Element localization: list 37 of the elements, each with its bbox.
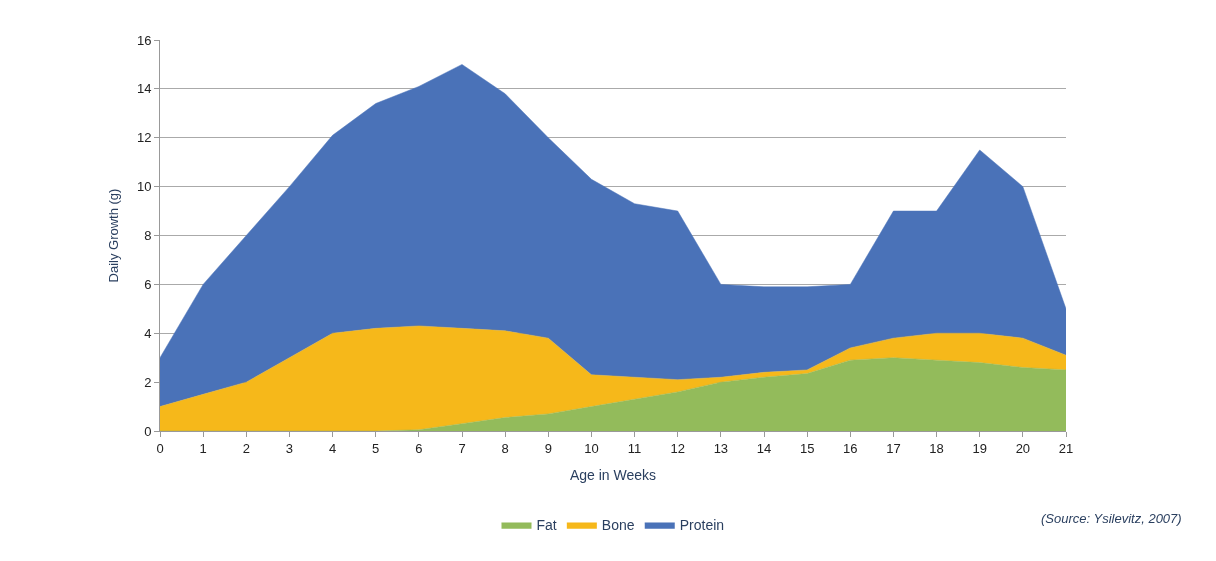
x-tick-label: 6: [415, 440, 423, 456]
legend-label: Bone: [601, 517, 635, 534]
x-tick-label: 10: [584, 440, 599, 456]
y-tick-label: 12: [136, 130, 152, 146]
x-tick-label: 9: [544, 440, 552, 456]
legend-label: Protein: [679, 517, 725, 534]
y-tick-label: 16: [136, 32, 152, 48]
x-tick-label: 14: [756, 440, 772, 456]
x-tick-label: 20: [1015, 440, 1031, 456]
x-tick-label: 13: [713, 440, 729, 456]
y-axis-title: Daily Growth (g): [105, 188, 121, 283]
x-tick-label: 17: [886, 440, 901, 456]
x-tick-label: 2: [242, 440, 250, 456]
x-tick-label: 5: [372, 440, 380, 456]
x-tick-label: 19: [972, 440, 987, 456]
y-tick-label: 14: [136, 81, 152, 97]
y-tick-label: 8: [144, 228, 152, 244]
x-tick-label: 7: [458, 440, 466, 456]
y-tick-label: 2: [144, 374, 152, 390]
x-tick-label: 4: [328, 440, 337, 456]
x-tick-label: 8: [501, 440, 509, 456]
y-tick-label: 4: [144, 325, 152, 341]
text: (Source: Ysilevitz, 2007): [1041, 511, 1182, 526]
x-tick-label: 3: [285, 440, 294, 456]
x-tick-label: 11: [627, 440, 642, 456]
x-tick-label: 0: [156, 440, 164, 456]
y-tick-label: 6: [144, 276, 152, 292]
x-tick-label: 16: [843, 440, 858, 456]
x-tick-label: 1: [199, 440, 207, 456]
x-tick-label: 18: [929, 440, 944, 456]
x-tick-label: 12: [670, 440, 685, 456]
y-tick-label: 10: [136, 179, 152, 195]
x-tick-label: 21: [1058, 440, 1074, 456]
x-tick-label: 15: [799, 440, 815, 456]
y-tick-label: 0: [144, 423, 152, 439]
x-axis-title: Age in Weeks: [569, 466, 657, 483]
legend-label: Fat: [536, 517, 557, 534]
